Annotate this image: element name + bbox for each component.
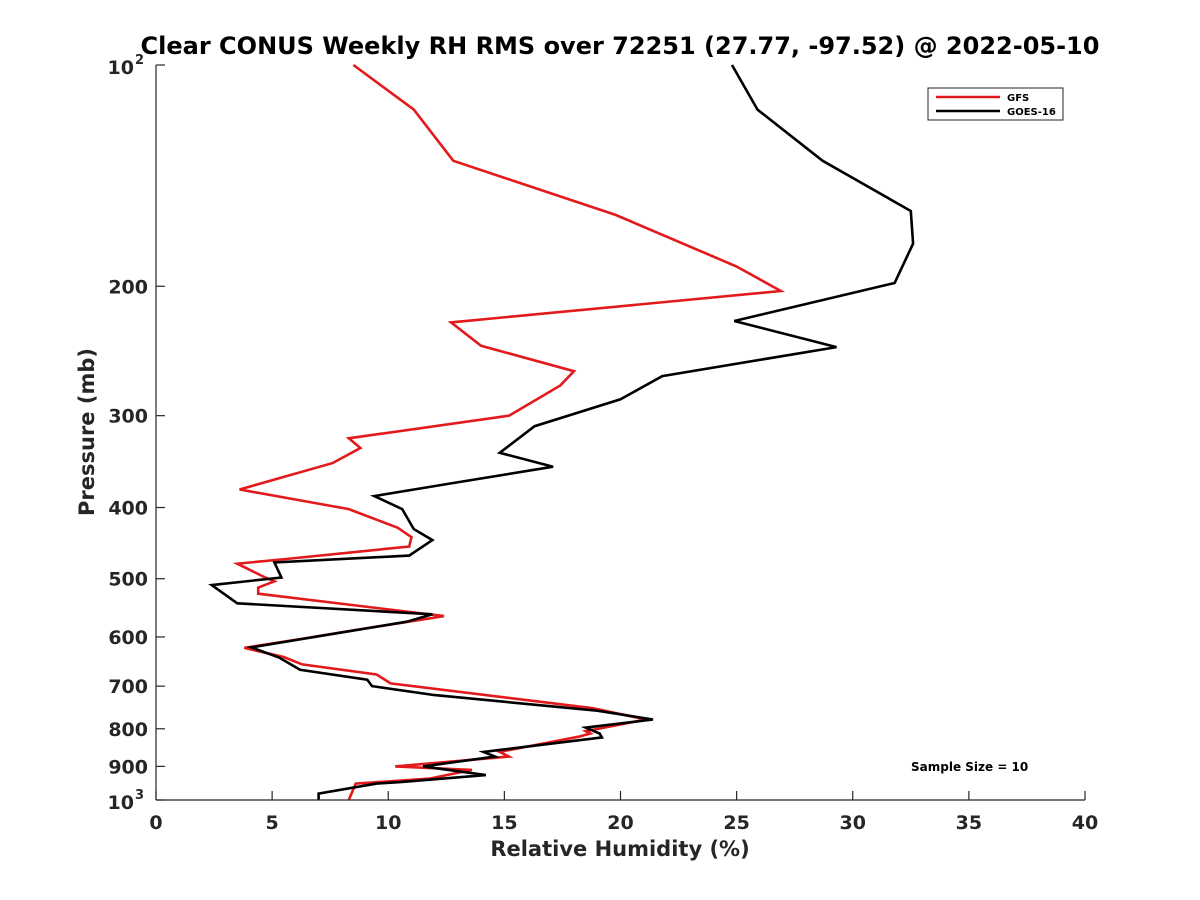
y-tick-label: 200 [108, 276, 148, 298]
x-tick-label: 35 [956, 812, 982, 834]
y-tick-label: 800 [108, 719, 148, 741]
chart-title: Clear CONUS Weekly RH RMS over 72251 (27… [141, 32, 1100, 60]
y-tick-label: 10 [108, 792, 134, 814]
x-tick-label: 5 [266, 812, 279, 834]
x-tick-label: 30 [840, 812, 866, 834]
series-line-gfs [232, 63, 786, 801]
x-tick-label: 20 [607, 812, 633, 834]
x-tick-label: 25 [723, 812, 749, 834]
y-tick-exponent: 3 [135, 788, 144, 803]
legend-box [927, 87, 1064, 121]
x-tick-label: 15 [491, 812, 517, 834]
plot-lines [208, 63, 915, 801]
y-tick-label: 10 [108, 57, 134, 79]
y-tick-exponent: 2 [135, 53, 144, 68]
x-axis-ticks: 0 5 10 15 20 25 30 35 40 [149, 791, 1098, 834]
y-tick-label: 500 [108, 569, 148, 591]
sample-size-annotation: Sample Size = 10 [911, 760, 1028, 774]
y-tick-label: 600 [108, 627, 148, 649]
x-axis-label: Relative Humidity (%) [490, 837, 749, 861]
legend-label-gfs: GFS [1007, 93, 1029, 104]
y-tick-label: 700 [108, 676, 148, 698]
y-tick-label: 900 [108, 756, 148, 778]
series-line-goes16 [208, 64, 915, 800]
y-axis-label: Pressure (mb) [75, 348, 99, 516]
x-tick-label: 10 [375, 812, 401, 834]
legend: GFS GOES-16 [927, 87, 1064, 121]
y-tick-label: 300 [108, 406, 148, 428]
x-tick-label: 40 [1072, 812, 1098, 834]
legend-label-goes16: GOES-16 [1007, 107, 1056, 118]
y-tick-label: 400 [108, 498, 148, 520]
x-tick-label: 0 [149, 812, 162, 834]
